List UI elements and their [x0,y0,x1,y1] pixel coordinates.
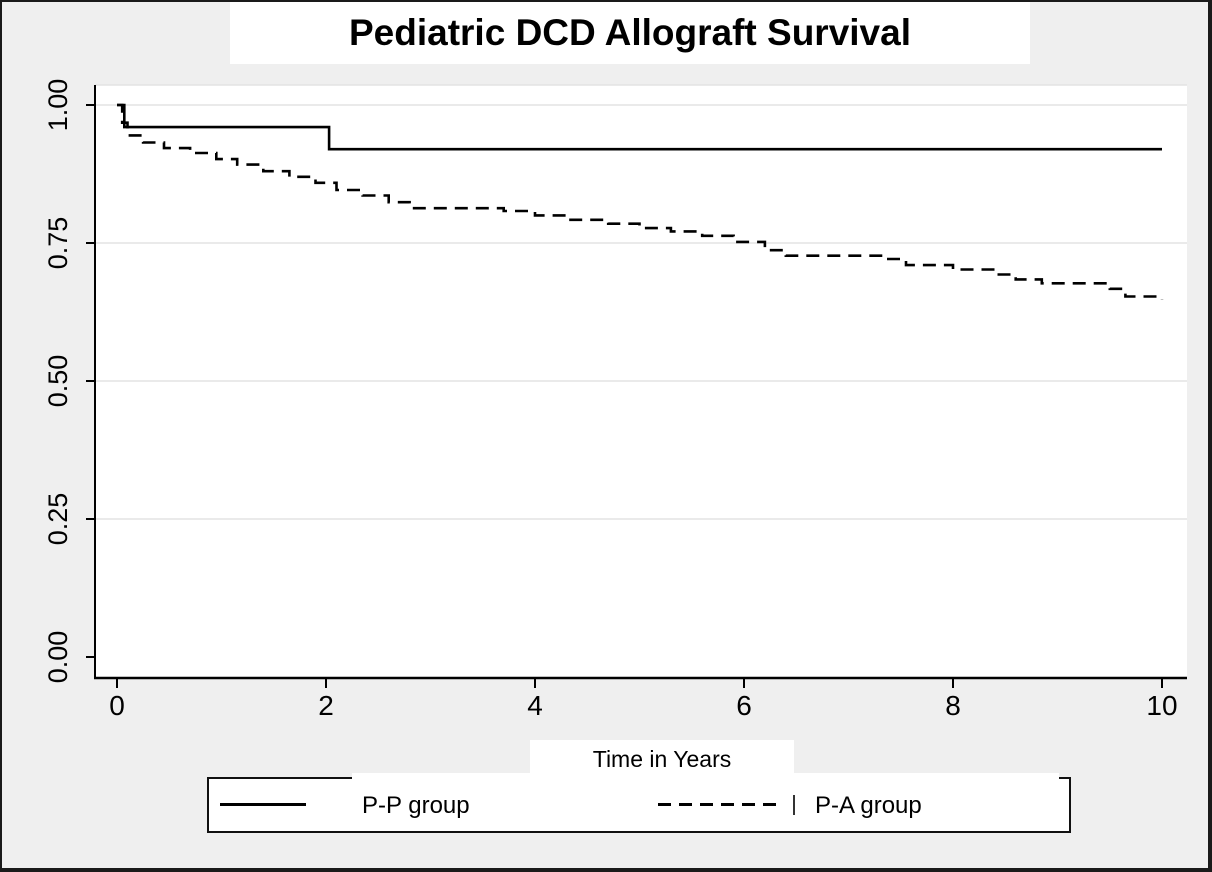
plot-area [95,85,1187,679]
axes [86,85,1187,688]
x-tick-label-6: 6 [736,690,752,721]
y-tick-label-1.00: 1.00 [43,78,73,132]
x-tick-label-0: 0 [109,690,125,721]
legend-censor-tick-mark [793,795,795,815]
legend-label-pp-group: P-P group [362,792,470,819]
x-axis-title-box: Time in Years [530,740,794,778]
x-tick-label-2: 2 [318,690,334,721]
curve-p-a-group [117,103,1164,300]
title-band: Pediatric DCD Allograft Survival [230,2,1030,64]
legend-box [207,777,1071,833]
x-tick-label-10: 10 [1146,690,1178,721]
legend-dashed-line-sample [658,803,776,806]
y-tick-label-0.00: 0.00 [43,630,73,684]
gridlines [95,84,1187,520]
legend-label-pa-group: P-A group [815,792,922,819]
x-tick-label-8: 8 [945,690,961,721]
y-tick-label-0.50: 0.50 [43,354,73,408]
legend-solid-line-sample [220,803,306,806]
y-tick-label-0.75: 0.75 [43,216,73,270]
chart-title: Pediatric DCD Allograft Survival [349,12,911,53]
x-tick-label-4: 4 [527,690,543,721]
x-axis-title: Time in Years [592,745,732,772]
survival-curves [117,103,1164,300]
y-tick-label-0.25: 0.25 [43,492,73,546]
